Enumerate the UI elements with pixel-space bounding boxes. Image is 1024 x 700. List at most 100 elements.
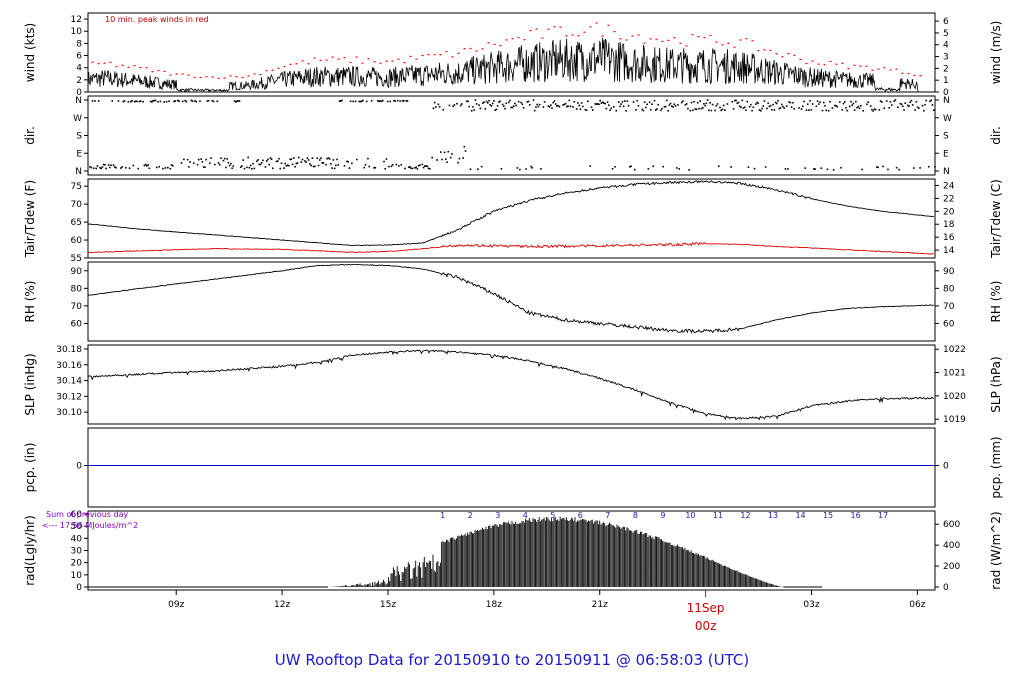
direction-point xyxy=(694,108,697,110)
radiation-hour-label: 15 xyxy=(823,511,833,520)
peak-wind-marker xyxy=(115,66,118,68)
direction-point xyxy=(176,99,179,102)
direction-point xyxy=(516,167,519,169)
direction-point xyxy=(721,108,724,111)
direction-point xyxy=(255,160,258,163)
peak-wind-marker xyxy=(457,52,460,54)
peak-wind-marker xyxy=(547,28,550,30)
direction-point xyxy=(385,158,388,160)
direction-point xyxy=(432,107,435,110)
ytick-label-left: 30.10 xyxy=(56,408,82,418)
direction-point xyxy=(401,100,404,102)
direction-point xyxy=(755,103,757,105)
direction-point xyxy=(301,158,304,161)
direction-point xyxy=(612,106,615,108)
direction-point xyxy=(253,167,256,170)
direction-point xyxy=(774,101,777,104)
ytick-label-left: N xyxy=(75,96,82,106)
direction-point xyxy=(206,100,209,102)
radiation-hour-label: 13 xyxy=(768,511,778,520)
direction-point xyxy=(433,101,436,104)
direction-point xyxy=(745,109,747,111)
ytick-label-left: 12 xyxy=(71,15,82,25)
direction-point xyxy=(204,166,206,169)
peak-wind-marker xyxy=(715,41,718,43)
peak-wind-marker xyxy=(463,48,466,50)
direction-point xyxy=(388,165,390,168)
xtick-label: 06z xyxy=(909,600,925,610)
direction-point xyxy=(310,164,312,167)
direction-point xyxy=(95,167,98,170)
direction-point xyxy=(307,159,310,161)
ylabel-right-temperature: Tair/Tdew (C) xyxy=(989,179,1003,259)
radiation-hour-label: 10 xyxy=(685,511,695,520)
direction-point xyxy=(654,109,657,111)
direction-point xyxy=(94,100,96,102)
direction-point xyxy=(887,168,889,171)
direction-point xyxy=(483,101,485,104)
direction-point xyxy=(494,109,496,112)
direction-point xyxy=(715,104,718,107)
direction-point xyxy=(473,109,475,111)
rh-line xyxy=(87,263,934,334)
direction-point xyxy=(732,108,735,110)
direction-point xyxy=(871,108,873,111)
direction-point xyxy=(228,164,231,167)
direction-point xyxy=(701,107,704,109)
peak-wind-marker xyxy=(565,35,568,37)
direction-point xyxy=(225,166,227,169)
direction-point xyxy=(359,100,362,103)
direction-point xyxy=(490,105,493,107)
ytick-label-right: 0 xyxy=(943,88,949,98)
direction-point xyxy=(889,101,892,103)
direction-point xyxy=(911,104,914,106)
direction-point xyxy=(855,100,857,103)
direction-point xyxy=(689,109,692,112)
direction-point xyxy=(509,99,511,102)
direction-point xyxy=(336,158,338,161)
direction-point xyxy=(923,109,925,112)
radiation-sum-value: <--- 17.56 MJoules/m^2 xyxy=(42,521,138,530)
direction-point xyxy=(131,99,133,102)
direction-point xyxy=(893,100,895,102)
direction-point xyxy=(346,160,348,163)
ytick-label-left: E xyxy=(76,149,82,159)
direction-point xyxy=(595,103,598,105)
direction-point xyxy=(608,104,610,106)
direction-point xyxy=(269,157,272,159)
direction-point xyxy=(294,165,296,168)
direction-point xyxy=(503,105,505,107)
ytick-label-left: 70 xyxy=(71,302,83,312)
direction-point xyxy=(507,101,510,104)
ylabel-left-radiation: rad(Lgly/hr) xyxy=(23,515,37,586)
direction-point xyxy=(416,168,419,170)
direction-point xyxy=(636,99,639,102)
panel-slp: SLP (inHg) SLP (hPa) 30.10 30.12 30.14 30.16 3… xyxy=(23,344,1003,425)
direction-point xyxy=(165,100,168,103)
direction-point xyxy=(882,165,884,168)
direction-point xyxy=(931,104,934,106)
direction-point xyxy=(542,106,545,108)
peak-wind-marker xyxy=(721,44,724,46)
direction-point xyxy=(246,166,248,169)
direction-point xyxy=(90,166,93,169)
direction-point xyxy=(872,110,874,112)
direction-point xyxy=(835,105,837,107)
direction-point xyxy=(234,101,237,103)
direction-point xyxy=(338,100,341,103)
peak-wind-marker xyxy=(499,44,502,47)
direction-point xyxy=(278,157,280,160)
direction-point xyxy=(785,105,788,107)
direction-point xyxy=(196,163,199,166)
direction-point xyxy=(858,107,861,110)
direction-point xyxy=(594,103,597,105)
direction-point xyxy=(110,164,112,166)
direction-point xyxy=(115,166,117,169)
direction-point xyxy=(498,101,500,103)
direction-point xyxy=(309,163,311,165)
direction-point xyxy=(626,100,629,103)
direction-point xyxy=(209,162,211,164)
direction-point xyxy=(657,103,660,106)
direction-point xyxy=(800,108,803,110)
